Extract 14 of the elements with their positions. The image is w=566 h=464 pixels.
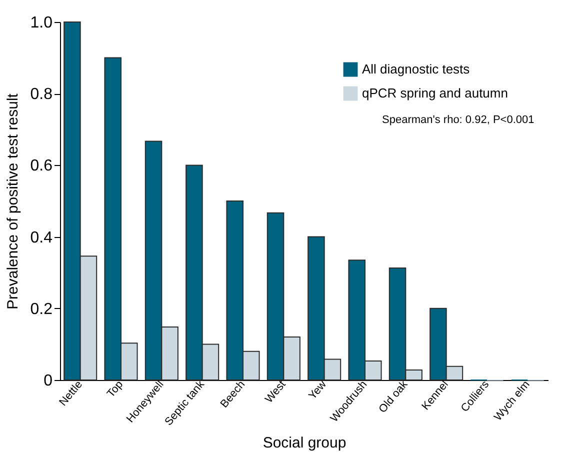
y-tick-label: 1.0 xyxy=(30,14,53,32)
y-tick-label: 0.4 xyxy=(30,229,53,246)
x-axis-title: Social group xyxy=(262,434,346,452)
x-tick-label: Yew xyxy=(306,378,329,402)
legend-label: qPCR spring and autumn xyxy=(362,86,508,100)
y-axis-title: Prevalence of positive test result xyxy=(4,92,22,310)
legend-label: All diagnostic tests xyxy=(362,62,470,76)
y-tick-label: 0.2 xyxy=(30,300,53,318)
y-tick-label: 0.8 xyxy=(30,86,53,104)
y-tick-label: 0 xyxy=(44,372,53,390)
annotation: Spearman's rho: 0.92, P<0.001 xyxy=(382,114,534,126)
x-tick-label: Old oak xyxy=(376,378,411,416)
x-tick-label: Top xyxy=(104,378,126,400)
y-tick-label: 0.6 xyxy=(30,158,53,175)
